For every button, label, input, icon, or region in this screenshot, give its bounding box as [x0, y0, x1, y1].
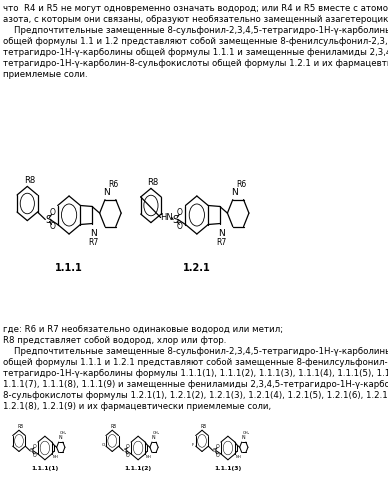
Text: O: O	[126, 453, 130, 458]
Text: 1.1.1(7), 1.1.1(8), 1.1.1(9) и замещенные фениламиды 2,3,4,5-тетрагидро-1H-γ-кар: 1.1.1(7), 1.1.1(8), 1.1.1(9) и замещенны…	[3, 380, 388, 389]
Text: Cl: Cl	[101, 443, 105, 447]
Text: R8 представляет собой водород, хлор или фтор.: R8 представляет собой водород, хлор или …	[3, 336, 226, 345]
Text: S: S	[45, 215, 51, 225]
Text: R8: R8	[17, 424, 23, 429]
Text: где: R6 и R7 необязательно одинаковые водород или метил;: где: R6 и R7 необязательно одинаковые во…	[3, 325, 283, 334]
Text: общей формулы 1.1.1 и 1.2.1 представляют собой замещенные 8-фенилсульфонил-2,3,4: общей формулы 1.1.1 и 1.2.1 представляют…	[3, 358, 388, 367]
Text: R7: R7	[88, 238, 99, 247]
Text: N: N	[103, 188, 110, 197]
Text: приемлемые соли.: приемлемые соли.	[3, 70, 87, 79]
Text: 1.2.1(8), 1.2.1(9) и их фармацевтически приемлемые соли,: 1.2.1(8), 1.2.1(9) и их фармацевтически …	[3, 402, 271, 411]
Text: R6: R6	[108, 180, 118, 189]
Text: NH: NH	[146, 456, 151, 460]
Text: R6: R6	[236, 180, 246, 189]
Text: S: S	[173, 215, 179, 225]
Text: R7: R7	[216, 238, 226, 247]
Text: O: O	[49, 208, 55, 217]
Text: тетрагидро-1H-γ-карболины формулы 1.1.1(1), 1.1.1(2), 1.1.1(3), 1.1.1(4), 1.1.1(: тетрагидро-1H-γ-карболины формулы 1.1.1(…	[3, 369, 388, 378]
Text: 1.1.1(1): 1.1.1(1)	[31, 466, 59, 471]
Text: азота, с которым они связаны, образуют необязательно замещенный азагетероцикл.: азота, с которым они связаны, образуют н…	[3, 15, 388, 24]
Text: O: O	[177, 208, 183, 217]
Text: N: N	[90, 229, 97, 238]
Text: 1.1.1(2): 1.1.1(2)	[125, 466, 152, 471]
Text: Предпочтительные замещенные 8-сульфонил-2,3,4,5-тетрагидро-1H-γ-карболины: Предпочтительные замещенные 8-сульфонил-…	[3, 347, 388, 356]
Text: N: N	[58, 435, 62, 440]
Text: CH₃: CH₃	[242, 431, 249, 435]
Text: O: O	[33, 453, 36, 458]
Text: тетрагидро-1H-γ-карболины общей формулы 1.1.1 и замещенные фениламиды 2,3,4,5-: тетрагидро-1H-γ-карболины общей формулы …	[3, 48, 388, 57]
Text: S: S	[213, 448, 217, 453]
Text: O: O	[126, 444, 130, 449]
Text: R8: R8	[111, 424, 116, 429]
Text: CH₃: CH₃	[59, 431, 67, 435]
Text: 8-сульфокислоты формулы 1.2.1(1), 1.2.1(2), 1.2.1(3), 1.2.1(4), 1.2.1(5), 1.2.1(: 8-сульфокислоты формулы 1.2.1(1), 1.2.1(…	[3, 391, 388, 400]
Text: F: F	[192, 443, 194, 447]
Text: общей формулы 1.1 и 1.2 представляют собой замещенные 8-фенилсульфонил-2,3,4,5-: общей формулы 1.1 и 1.2 представляют соб…	[3, 37, 388, 46]
Text: O: O	[177, 222, 183, 231]
Text: R8: R8	[147, 178, 159, 187]
Text: N: N	[241, 435, 245, 440]
Text: R8: R8	[200, 424, 206, 429]
Text: R8: R8	[24, 176, 35, 185]
Text: O: O	[33, 444, 36, 449]
Text: N: N	[218, 229, 225, 238]
Text: 1.1.1: 1.1.1	[55, 263, 83, 273]
Text: N: N	[231, 188, 237, 197]
Text: HN: HN	[160, 213, 173, 222]
Text: O: O	[216, 444, 219, 449]
Text: S: S	[30, 448, 34, 453]
Text: N: N	[152, 435, 155, 440]
Text: что  R4 и R5 не могут одновременно означать водород; или R4 и R5 вместе с атомом: что R4 и R5 не могут одновременно означа…	[3, 4, 388, 13]
Text: Предпочтительные замещенные 8-сульфонил-2,3,4,5-тетрагидро-1H-γ-карболины: Предпочтительные замещенные 8-сульфонил-…	[3, 26, 388, 35]
Text: NH: NH	[52, 456, 58, 460]
Text: O: O	[216, 453, 219, 458]
Text: тетрагидро-1H-γ-карболин-8-сульфокислоты общей формулы 1.2.1 и их фармацевтическ: тетрагидро-1H-γ-карболин-8-сульфокислоты…	[3, 59, 388, 68]
Text: O: O	[49, 222, 55, 231]
Text: NH: NH	[235, 456, 241, 460]
Text: CH₃: CH₃	[152, 431, 160, 435]
Text: 1.2.1: 1.2.1	[183, 263, 211, 273]
Text: 1.1.1(3): 1.1.1(3)	[214, 466, 242, 471]
Text: S: S	[123, 448, 127, 453]
